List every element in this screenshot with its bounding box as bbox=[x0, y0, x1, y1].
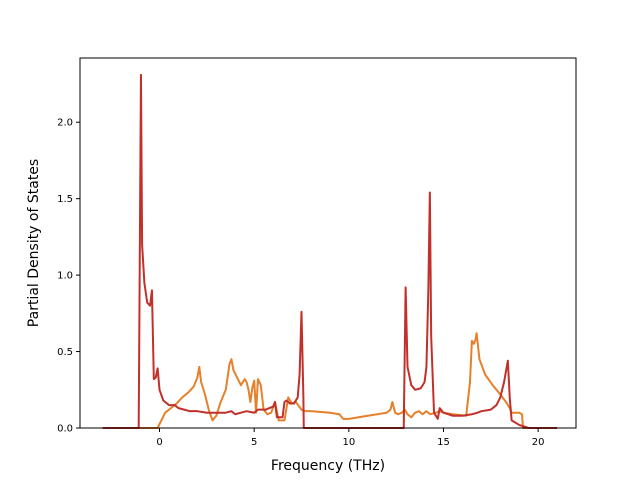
series-lines bbox=[102, 73, 558, 429]
y-tick-label: 0.5 bbox=[57, 347, 73, 358]
plot-area bbox=[79, 57, 577, 429]
y-tick-label: 1.5 bbox=[57, 194, 73, 205]
series-line-2 bbox=[102, 73, 558, 429]
x-tick-label: 10 bbox=[342, 437, 355, 448]
y-axis-ticks: 0.0 0.5 1.0 1.5 2.0 bbox=[57, 118, 80, 435]
axes-frame bbox=[79, 57, 577, 429]
x-tick-label: 5 bbox=[251, 437, 257, 448]
x-axis-label: Frequency (THz) bbox=[271, 458, 385, 474]
y-tick-label: 0.0 bbox=[57, 424, 73, 435]
x-tick-label: 20 bbox=[532, 437, 545, 448]
x-tick-label: 15 bbox=[437, 437, 450, 448]
x-tick-label: 0 bbox=[156, 437, 162, 448]
y-tick-label: 2.0 bbox=[57, 118, 73, 129]
axes-background bbox=[80, 58, 576, 428]
y-tick-label: 1.0 bbox=[57, 271, 73, 282]
x-axis-ticks: 0 5 10 15 20 bbox=[156, 428, 545, 448]
y-axis-label: Partial Density of States bbox=[26, 159, 42, 327]
